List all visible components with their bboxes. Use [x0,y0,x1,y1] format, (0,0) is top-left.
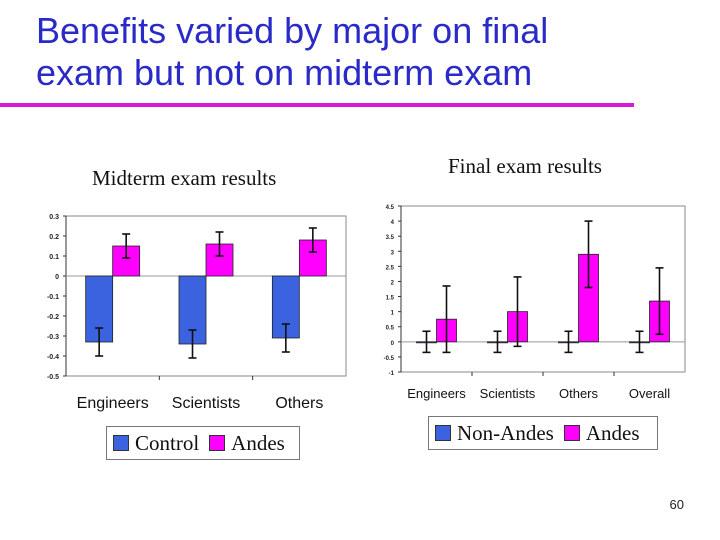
midterm-y-tick-label: -0.3 [47,334,59,341]
legend-swatch-andes [209,435,226,451]
final-category-label: Others [559,386,599,401]
legend-swatch-control [113,435,129,451]
final-y-tick-label: 1.5 [386,296,395,302]
page-number: 60 [669,497,684,512]
final-y-tick-label: 3 [391,250,395,256]
final-y-tick-label: 4 [391,220,395,226]
final-y-tick-label: 1 [391,311,395,317]
midterm-y-tick-label: -0.4 [47,354,59,361]
legend-swatch-non-andes [435,425,451,441]
midterm-category-label: Scientists [172,395,240,412]
final-y-tick-label: -1 [389,371,395,377]
midterm-y-tick-label: 0.3 [49,214,59,221]
midterm-y-tick-label: 0.2 [49,234,59,241]
final-category-label: Overall [629,386,670,401]
final-plot-area [400,205,686,373]
final-chart-title: Final exam results [448,154,602,178]
final-category-label: Engineers [407,386,466,401]
midterm-y-tick-label: -0.2 [47,314,59,321]
legend-label-andes: Andes [231,430,285,455]
slide-title-line-2: exam but not on midterm exam [36,52,533,93]
midterm-chart-title: Midterm exam results [92,166,277,190]
slide-title: Benefits varied by major on final exam b… [36,10,676,94]
final-y-tick-label: 4.5 [386,205,395,211]
legend-label-andes-final: Andes [585,420,640,445]
final-y-tick-label: 2.5 [386,265,395,271]
final-y-tick-label: 0.5 [386,326,395,332]
final-y-tick-label: 0 [391,341,395,347]
final-legend: Non-Andes Andes [428,416,658,450]
title-underline [0,103,634,107]
slide-title-line-1: Benefits varied by major on final [36,10,549,51]
final-y-tick-label: -0.5 [384,356,395,362]
midterm-y-tick-label: -0.5 [47,374,59,381]
legend-label-control: Control [135,430,200,455]
legend-swatch-andes-final [563,425,580,441]
midterm-y-tick-label: 0 [55,274,59,281]
final-y-tick-label: 2 [391,280,395,286]
final-y-tick-label: 3.5 [386,235,395,241]
midterm-y-tick-label: -0.1 [47,294,59,301]
midterm-legend: Control Andes [106,426,300,460]
midterm-y-tick-label: 0.1 [49,254,59,261]
legend-label-non-andes: Non-Andes [457,420,554,445]
midterm-category-label: Engineers [77,395,149,412]
final-category-label: Scientists [480,386,536,401]
midterm-category-label: Others [275,395,323,412]
